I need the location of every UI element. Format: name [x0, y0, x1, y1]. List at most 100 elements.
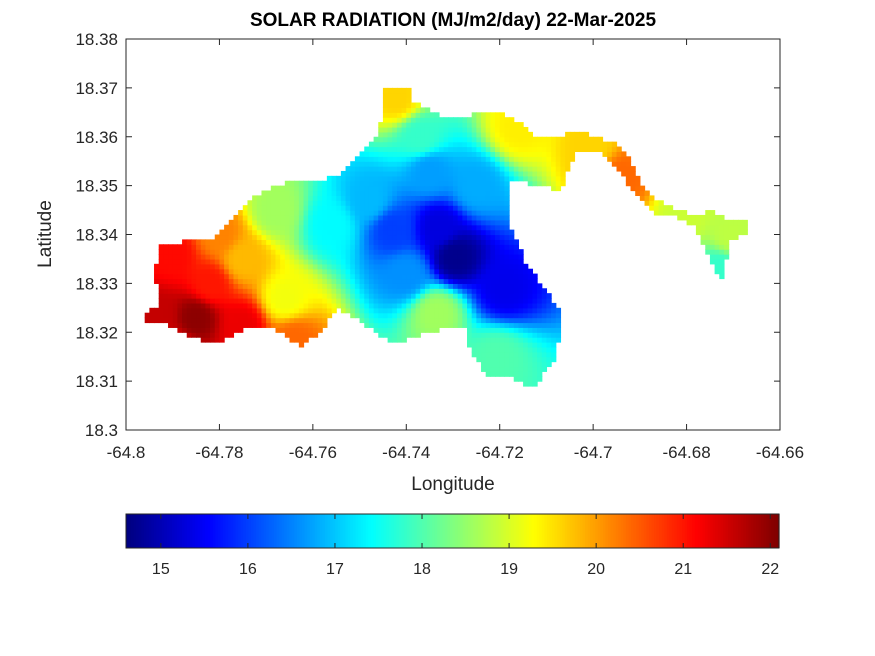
heatmap-cell [172, 302, 178, 309]
colorbar-swatch [138, 514, 142, 548]
heatmap-cell [597, 146, 604, 153]
heatmap-cell [378, 263, 384, 270]
heatmap-cell [714, 244, 720, 250]
heatmap-cell [168, 254, 174, 260]
heatmap-cell [434, 249, 440, 255]
heatmap-cell [410, 254, 417, 260]
heatmap-cell [233, 302, 239, 309]
heatmap-cell [429, 229, 435, 236]
heatmap-cell [471, 146, 477, 153]
heatmap-cell [298, 249, 305, 255]
heatmap-cell [210, 317, 216, 324]
colorbar-swatch [235, 514, 239, 548]
heatmap-cell [467, 288, 473, 294]
heatmap-cell [382, 180, 389, 187]
y-axis: 18.318.3118.3218.3318.3418.3518.3618.371… [75, 30, 780, 440]
heatmap-cell [247, 322, 253, 328]
heatmap-cell [420, 302, 426, 309]
heatmap-cell [513, 244, 519, 250]
colorbar-swatch [513, 514, 517, 548]
heatmap-cell [186, 293, 192, 299]
heatmap-cell [359, 156, 365, 162]
heatmap-cell [345, 229, 351, 236]
heatmap-cell [270, 258, 277, 265]
heatmap-cell [280, 254, 286, 260]
heatmap-cell [359, 298, 365, 304]
colorbar-swatch [766, 514, 770, 548]
heatmap-cell [270, 288, 277, 294]
heatmap-cell [709, 249, 716, 255]
heatmap-cell [443, 249, 449, 255]
heatmap-cell [317, 312, 323, 319]
heatmap-cell [532, 180, 538, 187]
heatmap-cell [532, 381, 538, 387]
heatmap-cell [513, 122, 519, 128]
heatmap-cell [354, 185, 361, 192]
heatmap-cell [457, 136, 463, 143]
heatmap-cell [294, 312, 300, 319]
heatmap-cell [569, 131, 576, 138]
colorbar-swatch [460, 514, 464, 548]
heatmap-cell [354, 166, 361, 172]
heatmap-cell [308, 234, 314, 240]
heatmap-cell [340, 268, 347, 275]
heatmap-cell [326, 288, 333, 294]
heatmap-cell [317, 229, 323, 236]
heatmap-cell [312, 254, 319, 260]
heatmap-cell [490, 249, 496, 255]
heatmap-cell [537, 307, 543, 314]
heatmap-cell [242, 307, 249, 314]
heatmap-cell [247, 288, 253, 294]
heatmap-cell [448, 244, 454, 250]
heatmap-cell [373, 146, 379, 153]
heatmap-cell [396, 249, 403, 255]
colorbar-swatch [314, 514, 318, 548]
heatmap-cell [415, 234, 421, 240]
heatmap-cell [368, 210, 375, 216]
heatmap-cell [392, 249, 398, 255]
heatmap-cell [308, 205, 314, 211]
colorbar-swatch [534, 514, 538, 548]
heatmap-cell [410, 327, 417, 333]
heatmap-cell [270, 254, 277, 260]
heatmap-cell [387, 156, 393, 162]
heatmap-cell [443, 126, 449, 133]
heatmap-cell [224, 249, 230, 255]
heatmap-cell [261, 278, 267, 284]
heatmap-cell [387, 200, 393, 206]
heatmap-cell [359, 229, 365, 236]
heatmap-cell [700, 239, 706, 245]
heatmap-cell [228, 249, 235, 255]
heatmap-cell [523, 376, 529, 382]
heatmap-cell [518, 351, 524, 358]
heatmap-cell [177, 288, 183, 294]
heatmap-cell [317, 298, 323, 304]
heatmap-cell [396, 293, 403, 299]
heatmap-cell [523, 283, 529, 289]
colorbar-swatch [355, 514, 359, 548]
heatmap-cell [317, 205, 323, 211]
heatmap-cell [298, 195, 305, 201]
heatmap-cell [298, 185, 305, 192]
heatmap-cell [280, 327, 286, 333]
heatmap-cell [406, 307, 412, 314]
heatmap-cell [602, 151, 608, 157]
heatmap-cell [434, 122, 440, 128]
heatmap-cell [607, 141, 613, 148]
heatmap-cell [467, 210, 473, 216]
heatmap-cell [298, 224, 305, 231]
heatmap-cell [261, 249, 267, 255]
heatmap-cell [457, 268, 463, 275]
heatmap-cell [345, 195, 351, 201]
heatmap-cell [513, 371, 519, 377]
colorbar-swatch [225, 514, 229, 548]
heatmap-cell [406, 126, 412, 133]
heatmap-cell [373, 175, 379, 182]
heatmap-cell [518, 131, 524, 138]
heatmap-cell [625, 175, 632, 182]
heatmap-cell [420, 190, 426, 196]
heatmap-cell [476, 112, 482, 118]
heatmap-cell [382, 210, 389, 216]
heatmap-cell [177, 263, 183, 270]
heatmap-cell [294, 229, 300, 236]
